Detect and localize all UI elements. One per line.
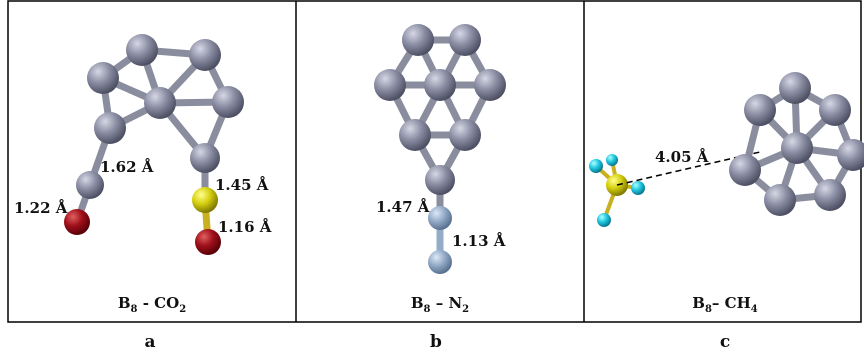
molecule-a (64, 34, 244, 255)
title-part: – N (431, 294, 463, 312)
title-part: - CO (138, 294, 180, 312)
title-subscript: 2 (179, 304, 186, 315)
panel-title: B8– CH4 (692, 294, 758, 315)
bond-label: 1.47 Å (376, 198, 430, 216)
panel-letter: b (430, 332, 442, 352)
page: 1.62 Å 1.45 Å 1.22 Å 1.16 Å 1.47 Å 1.13 … (0, 0, 864, 360)
panel-title: B8 – N2 (411, 294, 469, 315)
title-subscript: 4 (751, 304, 758, 315)
title-subscript: 2 (462, 304, 469, 315)
title-subscript: 8 (424, 304, 431, 315)
panel-title: B8 - CO2 (118, 294, 186, 315)
panel-letter: a (144, 332, 155, 352)
title-part: B (118, 294, 131, 312)
molecule-c (589, 72, 864, 227)
bond-label: 4.05 Å (655, 148, 709, 166)
bond-label: 1.22 Å (14, 199, 68, 217)
title-subscript: 8 (131, 304, 138, 315)
title-subscript: 8 (705, 304, 712, 315)
bond-label: 1.62 Å (100, 158, 154, 176)
bond-label: 1.45 Å (215, 176, 269, 194)
title-part: B (692, 294, 705, 312)
panel-letter: c (720, 332, 730, 352)
figure: 1.62 Å 1.45 Å 1.22 Å 1.16 Å 1.47 Å 1.13 … (0, 0, 864, 360)
title-part: – CH (712, 294, 751, 312)
bond-label: 1.16 Å (218, 218, 272, 236)
bond-label: 1.13 Å (452, 232, 506, 250)
title-part: B (411, 294, 424, 312)
